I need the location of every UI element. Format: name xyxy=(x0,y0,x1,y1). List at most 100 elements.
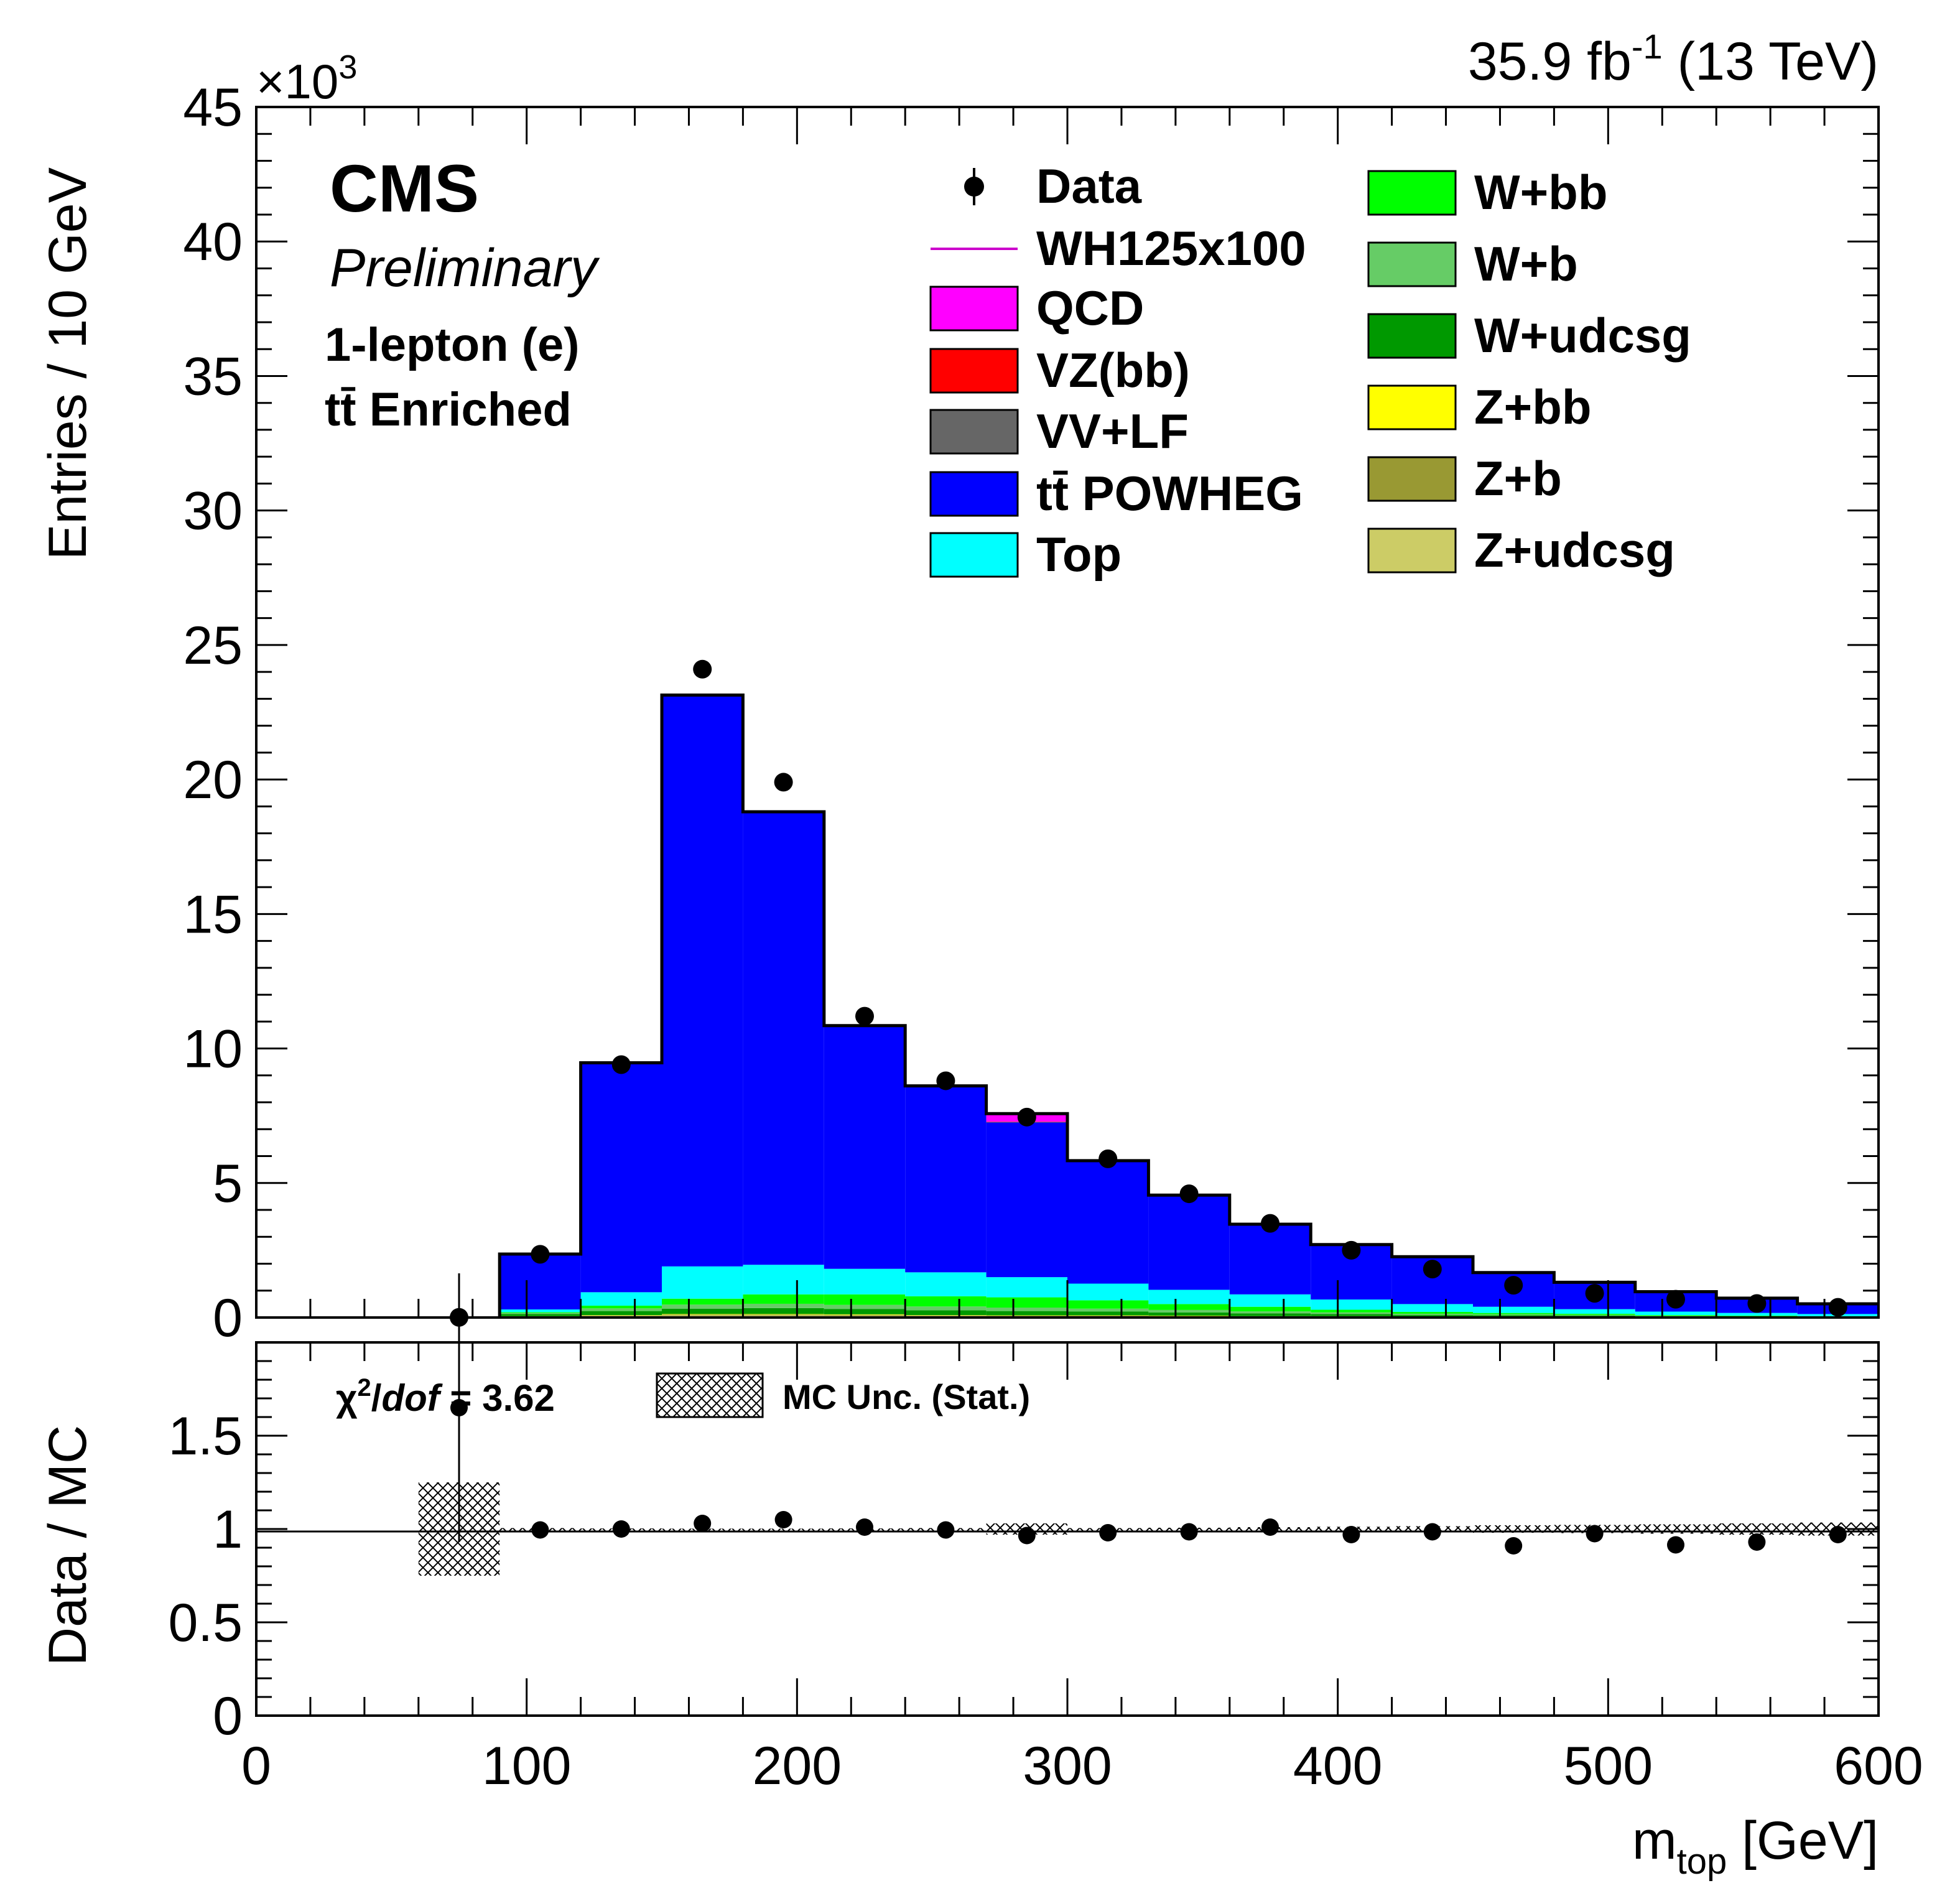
bar-w-b xyxy=(824,1304,906,1309)
ratio-point xyxy=(612,1520,630,1538)
bar-w-b xyxy=(986,1307,1067,1311)
bar-z-bb xyxy=(824,1314,906,1315)
bar-w-udcsg xyxy=(662,1308,743,1314)
y-tick-label: 40 xyxy=(183,212,243,272)
bar-w-b xyxy=(1229,1311,1311,1314)
legend-label-wh125x100: WH125x100 xyxy=(1036,221,1306,276)
bar-w-bb xyxy=(1311,1309,1392,1313)
y-tick-label: 25 xyxy=(183,616,243,676)
lumi-label: 35.9 fb-1 (13 TeV) xyxy=(1468,27,1879,91)
preliminary-label: Preliminary xyxy=(330,238,600,298)
bar-w-udcsg xyxy=(1311,1314,1392,1316)
ratio-point xyxy=(1180,1523,1198,1541)
ratio-point xyxy=(694,1515,712,1532)
bar-w-b xyxy=(1148,1309,1230,1313)
data-point xyxy=(855,1006,874,1026)
bar-w-bb xyxy=(1635,1315,1717,1316)
bar-w-bb xyxy=(1229,1306,1311,1312)
legend-label-w-b: W+b xyxy=(1474,236,1578,291)
bar-w-b xyxy=(1554,1314,1635,1316)
x-axis-label: mtop [GeV] xyxy=(1632,1811,1879,1882)
legend-label-w-udcsg: W+udcsg xyxy=(1474,308,1691,363)
unc-legend-label: MC Unc. (Stat.) xyxy=(783,1377,1030,1416)
bar-z-bb xyxy=(580,1315,662,1316)
cms-label: CMS xyxy=(330,151,479,226)
legend-swatch-z-bb xyxy=(1367,384,1457,430)
bar-z-bb xyxy=(905,1315,987,1316)
bar-w-udcsg xyxy=(905,1310,987,1316)
legend-swatch-qcd xyxy=(929,286,1019,332)
x-tick-label: 600 xyxy=(1834,1736,1923,1796)
y-tick-label: 15 xyxy=(183,885,243,944)
legend-label-z-bb: Z+bb xyxy=(1474,379,1592,434)
ratio-point xyxy=(856,1518,873,1536)
ratio-point xyxy=(1261,1518,1279,1536)
legend-marker-data xyxy=(964,177,984,197)
main-panel: 0 5 10 15 20 25 30 35 40 45 xyxy=(183,78,1880,1348)
legend-swatch-vz-bb- xyxy=(929,348,1019,394)
bar-w-udcsg xyxy=(580,1311,662,1316)
ratio-point xyxy=(1423,1523,1441,1541)
bar-top xyxy=(499,1309,581,1313)
bar-w-bb xyxy=(580,1305,662,1309)
ratio-point xyxy=(1667,1536,1684,1554)
x-tick-label: 300 xyxy=(1023,1736,1112,1796)
bar-w-b xyxy=(662,1304,743,1309)
legend-label-data: Data xyxy=(1036,159,1142,213)
bar-top xyxy=(1391,1304,1473,1312)
region-label: tt̄ Enriched xyxy=(325,383,572,436)
bar-w-bb xyxy=(743,1294,824,1304)
stack-outline xyxy=(498,693,1879,1318)
bar-w-udcsg xyxy=(1554,1315,1635,1317)
ratio-point xyxy=(531,1521,549,1539)
ratio-panel: 0 0.5 1 1.5 0 100 200 300 400 500 600 xyxy=(168,1273,1923,1796)
data-point xyxy=(1261,1214,1280,1233)
data-point xyxy=(1017,1107,1036,1127)
data-point xyxy=(1585,1284,1604,1303)
x-tick-label: 0 xyxy=(241,1736,271,1796)
bar-w-bb xyxy=(905,1296,987,1307)
bar-top xyxy=(1229,1294,1311,1307)
channel-label: 1-lepton (e) xyxy=(325,318,580,371)
legend-label-w-bb: W+bb xyxy=(1474,165,1607,220)
bar-tt-powheg xyxy=(1067,1161,1149,1284)
bar-w-b xyxy=(905,1306,987,1311)
ratio-point xyxy=(1018,1527,1036,1545)
data-point xyxy=(531,1245,550,1264)
ratio-point xyxy=(1829,1526,1847,1543)
bar-top xyxy=(986,1277,1067,1298)
bar-top xyxy=(1148,1290,1230,1304)
bar-top xyxy=(1554,1309,1635,1314)
bar-w-udcsg xyxy=(743,1308,824,1314)
y-tick-label: 5 xyxy=(213,1154,243,1214)
bar-z-b xyxy=(662,1314,743,1316)
y-tick-label: 45 xyxy=(183,78,243,137)
data-point xyxy=(936,1071,955,1090)
bar-w-udcsg xyxy=(986,1311,1067,1316)
ratio-point xyxy=(1748,1533,1766,1551)
bar-top xyxy=(1635,1311,1717,1316)
bar-w-udcsg xyxy=(1391,1315,1473,1317)
bar-top xyxy=(1311,1299,1392,1310)
y-axis-label-ratio: Data / MC xyxy=(38,1425,98,1666)
legend-swatch-tt-powheg xyxy=(929,471,1019,517)
legend-label-qcd: QCD xyxy=(1036,281,1144,335)
bar-w-b xyxy=(499,1313,581,1314)
ratio-point xyxy=(774,1511,792,1528)
ratio-point xyxy=(450,1399,468,1416)
chi2-label: χ2/dof = 3.62 xyxy=(336,1374,555,1419)
bar-w-bb xyxy=(1067,1300,1149,1309)
data-point xyxy=(1666,1290,1685,1309)
ratio-point xyxy=(1342,1526,1360,1543)
legend-swatch-w-udcsg xyxy=(1367,313,1457,359)
bar-w-b xyxy=(580,1308,662,1311)
ratio-y-tick-label: 0.5 xyxy=(168,1593,243,1653)
main-axis-ticks: 0 5 10 15 20 25 30 35 40 45 xyxy=(183,78,1880,1348)
data-point xyxy=(1179,1184,1199,1204)
bar-w-udcsg xyxy=(1473,1315,1554,1317)
bar-tt-powheg xyxy=(743,812,824,1265)
bar-w-udcsg xyxy=(1148,1312,1230,1316)
unc-band-bin xyxy=(743,1528,824,1533)
ratio-points xyxy=(450,1273,1847,1555)
mc-uncertainty-band xyxy=(418,1482,1879,1576)
